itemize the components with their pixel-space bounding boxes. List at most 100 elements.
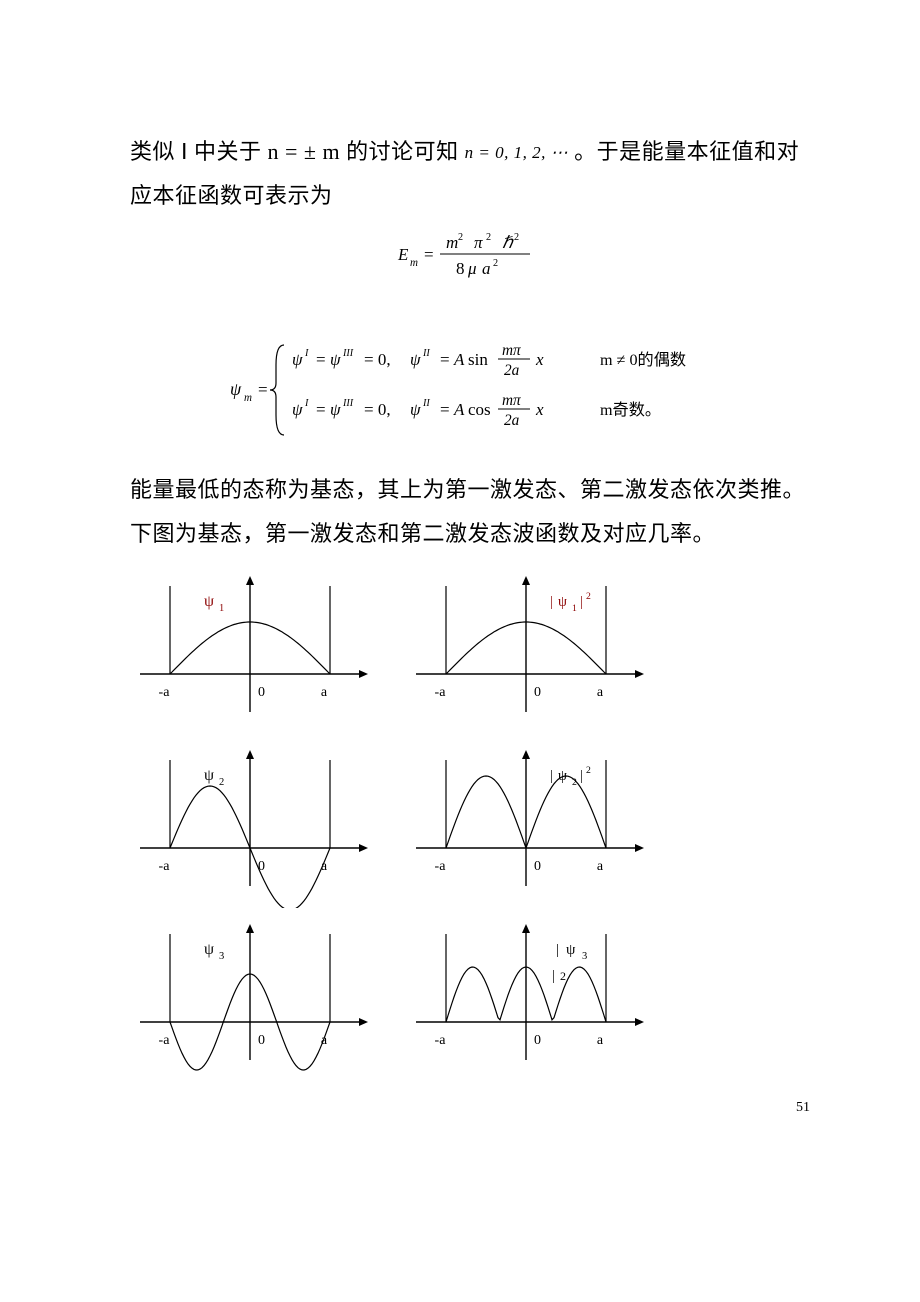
svg-text:2: 2 [586, 591, 591, 602]
svg-text:1: 1 [572, 603, 577, 614]
para1-part-a: 类似 Ⅰ 中关于 n = ± m 的讨论可知 [130, 139, 465, 164]
svg-text:ψ: ψ [410, 400, 421, 419]
svg-text:=: = [440, 350, 450, 369]
svg-text:m: m [446, 233, 458, 252]
svg-text:III: III [342, 398, 354, 409]
svg-text:-a: -a [435, 1033, 447, 1048]
svg-text:A: A [453, 400, 465, 419]
energy-equation: Em=m2π2ℏ28μa2 [130, 226, 810, 287]
svg-text:=: = [424, 245, 434, 264]
svg-text:2: 2 [219, 777, 224, 788]
svg-text:A: A [453, 350, 465, 369]
svg-text:-a: -a [159, 685, 171, 700]
paragraph-2: 能量最低的态称为基态，其上为第一激发态、第二激发态依次类推。下图为基态，第一激发… [130, 468, 810, 556]
fig-abs-psi1: -a0a|ψ1|2 [406, 564, 646, 734]
svg-text:1: 1 [219, 603, 224, 614]
svg-text:2a: 2a [504, 412, 520, 429]
svg-text:0: 0 [258, 685, 265, 700]
svg-text:a: a [321, 685, 328, 700]
svg-text:|: | [550, 768, 553, 784]
svg-text:ψ: ψ [330, 400, 341, 419]
svg-text:0: 0 [534, 1033, 541, 1048]
svg-text:E: E [397, 245, 409, 264]
svg-text:=: = [316, 350, 326, 369]
svg-text:2: 2 [586, 765, 591, 776]
svg-text:ψ: ψ [204, 593, 214, 610]
svg-text:cos: cos [468, 400, 491, 419]
svg-text:a: a [597, 859, 604, 874]
svg-text:m: m [244, 392, 252, 404]
svg-text:I: I [304, 348, 309, 359]
svg-text:ψ: ψ [204, 941, 214, 958]
svg-text:|: | [580, 594, 583, 610]
svg-text:ψ: ψ [566, 942, 576, 958]
page: 类似 Ⅰ 中关于 n = ± m 的讨论可知 n = 0, 1, 2, ⋯ 。于… [0, 0, 920, 1156]
svg-text:|: | [550, 594, 553, 610]
svg-text:2a: 2a [504, 362, 520, 379]
svg-text:= 0,: = 0, [364, 350, 391, 369]
svg-text:x: x [535, 400, 544, 419]
svg-text:m奇数。: m奇数。 [600, 401, 661, 419]
svg-text:2: 2 [572, 777, 577, 788]
svg-text:ψ: ψ [292, 350, 303, 369]
page-number: 51 [130, 1100, 810, 1116]
svg-text:a: a [482, 259, 491, 278]
svg-text:-a: -a [435, 685, 447, 700]
svg-text:x: x [535, 350, 544, 369]
svg-text:0: 0 [534, 859, 541, 874]
svg-text:a: a [597, 1033, 604, 1048]
svg-text:2: 2 [493, 258, 498, 269]
paragraph-1: 类似 Ⅰ 中关于 n = ± m 的讨论可知 n = 0, 1, 2, ⋯ 。于… [130, 130, 810, 218]
svg-text:π: π [474, 233, 483, 252]
svg-text:ψ: ψ [410, 350, 421, 369]
svg-text:0: 0 [258, 859, 265, 874]
svg-text:|: | [580, 768, 583, 784]
svg-text:-a: -a [159, 1033, 171, 1048]
fig-psi3: -a 0 a ψ3 [130, 912, 370, 1082]
svg-text:sin: sin [468, 350, 488, 369]
svg-text:3: 3 [582, 951, 587, 962]
svg-text:=: = [258, 380, 268, 399]
piecewise-equation: ψm=ψI=ψIII= 0,ψII=Asinmπ2axm ≠ 0的偶数ψI=ψI… [130, 335, 810, 450]
svg-text:0: 0 [258, 1033, 265, 1048]
fig-psi2: -a0aψ2 [130, 738, 370, 908]
svg-text:mπ: mπ [502, 342, 522, 359]
inline-eq-n: n = 0, 1, 2, ⋯ [465, 143, 568, 162]
figure-grid: -a0aψ1 -a0a|ψ1|2 -a0aψ2 -a0a|ψ2|2 -a0aψ3… [130, 564, 810, 1082]
svg-text:3: 3 [219, 951, 224, 962]
fig-psi1: -a 0 a ψ1 [130, 564, 370, 734]
svg-text:II: II [422, 348, 430, 359]
svg-text:=: = [440, 400, 450, 419]
svg-text:ψ: ψ [558, 594, 567, 610]
svg-text:II: II [422, 398, 430, 409]
svg-text:ψ: ψ [558, 768, 567, 784]
svg-text:|: | [552, 968, 555, 984]
svg-text:mπ: mπ [502, 392, 522, 409]
svg-text:ℏ: ℏ [502, 233, 514, 252]
figure-row-2: -a0aψ2 -a0a|ψ2|2 [130, 738, 810, 908]
fig-abs-psi3: -a0a|ψ3|2 [406, 912, 646, 1082]
svg-text:III: III [342, 348, 354, 359]
svg-text:2: 2 [458, 232, 463, 243]
svg-text:ψ: ψ [330, 350, 341, 369]
svg-text:-a: -a [159, 859, 171, 874]
svg-text:2: 2 [560, 969, 566, 983]
figure-row-3: -a0aψ3 -a0a|ψ3|2 [130, 912, 810, 1082]
svg-text:I: I [304, 398, 309, 409]
svg-text:=: = [316, 400, 326, 419]
svg-text:-a: -a [435, 859, 447, 874]
svg-text:0: 0 [534, 685, 541, 700]
svg-text:μ: μ [467, 259, 477, 278]
svg-text:2: 2 [486, 232, 491, 243]
svg-text:2: 2 [514, 232, 519, 243]
svg-text:|: | [556, 942, 559, 958]
fig-abs-psi2: -a0a|ψ2|2 [406, 738, 646, 908]
figure-row-1: -a0aψ1 -a0a|ψ1|2 [130, 564, 810, 734]
svg-text:m: m [410, 257, 418, 269]
svg-text:ψ: ψ [204, 767, 214, 784]
svg-text:ψ: ψ [230, 379, 242, 399]
svg-text:ψ: ψ [292, 400, 303, 419]
svg-text:8: 8 [456, 259, 465, 278]
svg-text:= 0,: = 0, [364, 400, 391, 419]
svg-text:a: a [321, 1033, 328, 1048]
